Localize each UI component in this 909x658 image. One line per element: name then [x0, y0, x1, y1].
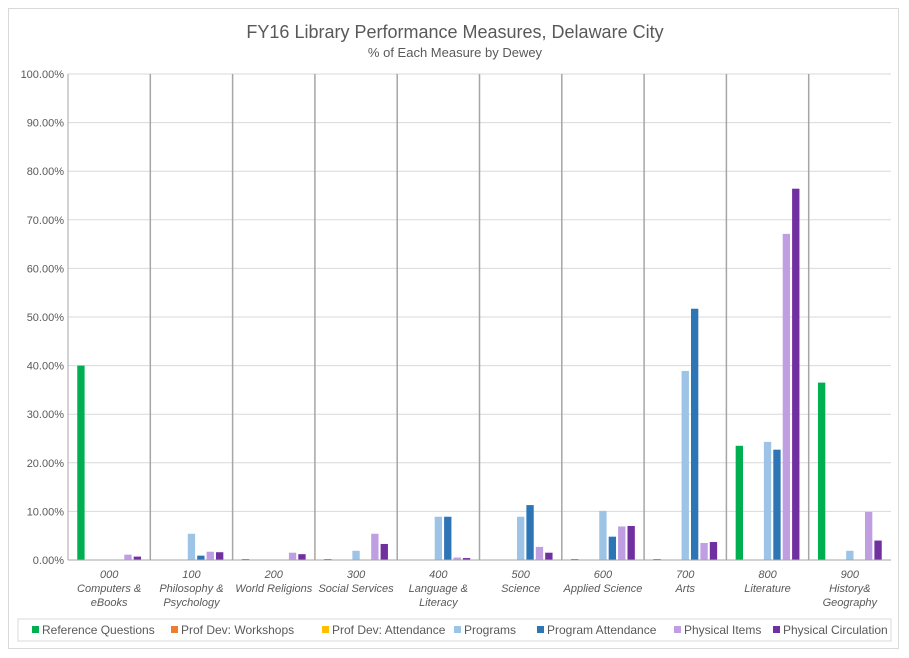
chart-title: FY16 Library Performance Measures, Delaw…	[246, 22, 663, 42]
bar	[773, 449, 781, 560]
bar	[535, 546, 544, 560]
bar	[288, 552, 297, 560]
x-tick-label: Language &	[409, 583, 468, 595]
bar	[735, 445, 744, 560]
category-dividers	[149, 74, 810, 560]
y-tick-labels: 0.00% 10.00% 20.00% 30.00% 40.00% 50.00% 60.00…	[21, 69, 65, 567]
bar	[690, 308, 699, 560]
chart-frame: FY16 Library Performance Measures, Delaw…	[8, 8, 899, 649]
legend-label: Program Attendance	[547, 623, 657, 637]
y-tick-label: 50.00%	[27, 312, 65, 324]
bar	[453, 557, 461, 560]
x-tick-label: Applied Science	[563, 583, 643, 595]
bar	[206, 551, 214, 560]
bar	[763, 441, 772, 560]
bar	[352, 550, 360, 560]
legend-label: Reference Questions	[42, 623, 155, 637]
x-tick-label: Science	[501, 583, 540, 595]
bar	[608, 536, 617, 560]
bar	[526, 505, 534, 560]
y-tick-label: 30.00%	[27, 409, 65, 421]
y-tick-label: 60.00%	[27, 263, 65, 275]
bar	[681, 370, 689, 560]
y-tick-label: 80.00%	[27, 166, 65, 178]
legend-swatch	[32, 626, 39, 633]
x-tick-label: 100	[182, 569, 201, 581]
x-tick-label: 800	[758, 569, 777, 581]
legend-box	[17, 618, 892, 642]
x-tick-label: Philosophy &	[159, 583, 223, 595]
bar	[618, 526, 626, 560]
axes	[67, 74, 891, 561]
bar	[817, 382, 826, 560]
bar	[187, 533, 196, 560]
chart-svg: FY16 Library Performance Measures, Delaw…	[17, 22, 892, 642]
x-tick-label: Literature	[744, 583, 790, 595]
chart-subtitle: % of Each Measure by Dewey	[368, 45, 543, 60]
x-tick-label: History&	[829, 583, 871, 595]
bar	[434, 516, 443, 560]
x-tick-label: Geography	[823, 597, 879, 609]
legend-label: Physical Circulation	[783, 623, 888, 637]
y-tick-label: 0.00%	[33, 555, 64, 567]
bar	[545, 552, 553, 560]
bar	[77, 365, 85, 560]
x-tick-label: 200	[264, 569, 284, 581]
legend-label: Programs	[464, 623, 516, 637]
bars	[77, 188, 882, 561]
bar	[298, 554, 306, 560]
legend-swatch	[674, 626, 681, 633]
x-tick-label: 400	[429, 569, 448, 581]
bar	[846, 550, 854, 560]
x-tick-label: 000	[100, 569, 119, 581]
bar	[599, 510, 607, 560]
x-tick-label: 300	[347, 569, 366, 581]
y-tick-label: 10.00%	[27, 506, 65, 518]
x-tick-label: eBooks	[91, 597, 128, 609]
bar	[700, 542, 708, 560]
x-tick-label: Social Services	[318, 583, 394, 595]
bar	[627, 525, 635, 560]
bar	[864, 511, 873, 560]
legend-swatch	[454, 626, 461, 633]
x-tick-label: 700	[676, 569, 695, 581]
y-tick-label: 70.00%	[27, 215, 65, 227]
bar	[124, 554, 132, 560]
bar	[792, 188, 800, 561]
legend-swatch	[537, 626, 544, 633]
legend-swatch	[322, 626, 329, 633]
bar	[215, 552, 224, 560]
legend-label: Physical Items	[684, 623, 761, 637]
x-tick-label: 900	[841, 569, 860, 581]
bar	[516, 516, 525, 560]
bar	[782, 233, 791, 561]
y-tick-label: 40.00%	[27, 361, 65, 373]
y-tick-label: 90.00%	[27, 118, 65, 130]
x-tick-label: Computers &	[77, 583, 141, 595]
bar	[197, 555, 205, 560]
bar	[874, 540, 882, 560]
bar	[380, 543, 388, 560]
y-tick-label: 20.00%	[27, 458, 65, 470]
y-tick-label: 100.00%	[21, 69, 65, 81]
x-tick-label: World Religions	[235, 583, 313, 595]
x-tick-labels: 000 Computers & eBooks 100 Philosophy & Psych…	[77, 569, 879, 609]
x-tick-label: 500	[511, 569, 530, 581]
x-tick-label: Arts	[674, 583, 695, 595]
bar	[462, 558, 471, 560]
bar	[371, 533, 379, 560]
x-tick-label: Literacy	[419, 597, 459, 609]
legend-swatch	[773, 626, 780, 633]
legend-swatch	[171, 626, 178, 633]
x-tick-label: Psychology	[163, 597, 221, 609]
legend-label: Prof Dev: Attendance	[332, 623, 446, 637]
bar	[709, 542, 718, 560]
legend: Reference Questions Prof Dev: Workshops Pr…	[32, 623, 888, 637]
bar	[444, 516, 452, 560]
x-tick-label: 600	[594, 569, 613, 581]
bar	[133, 556, 142, 560]
legend-label: Prof Dev: Workshops	[181, 623, 294, 637]
